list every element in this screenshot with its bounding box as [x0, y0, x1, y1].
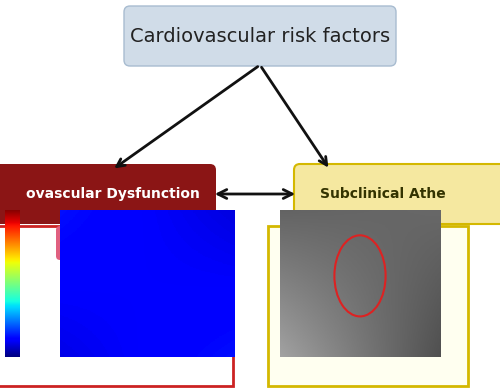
- FancyBboxPatch shape: [294, 164, 500, 224]
- Bar: [0, 226, 233, 386]
- Text: ovascular Dysfunction: ovascular Dysfunction: [26, 187, 200, 201]
- FancyBboxPatch shape: [291, 226, 439, 260]
- Bar: [268, 226, 468, 386]
- Text: Subclinical Athe: Subclinical Athe: [320, 187, 446, 201]
- FancyBboxPatch shape: [56, 226, 214, 260]
- FancyBboxPatch shape: [124, 6, 396, 66]
- Text: Increased Rest MBF: Increased Rest MBF: [69, 237, 201, 249]
- FancyBboxPatch shape: [0, 164, 216, 224]
- Text: Cardiovascular risk factors: Cardiovascular risk factors: [130, 26, 390, 45]
- Text: Peripheral plaque: Peripheral plaque: [313, 237, 417, 249]
